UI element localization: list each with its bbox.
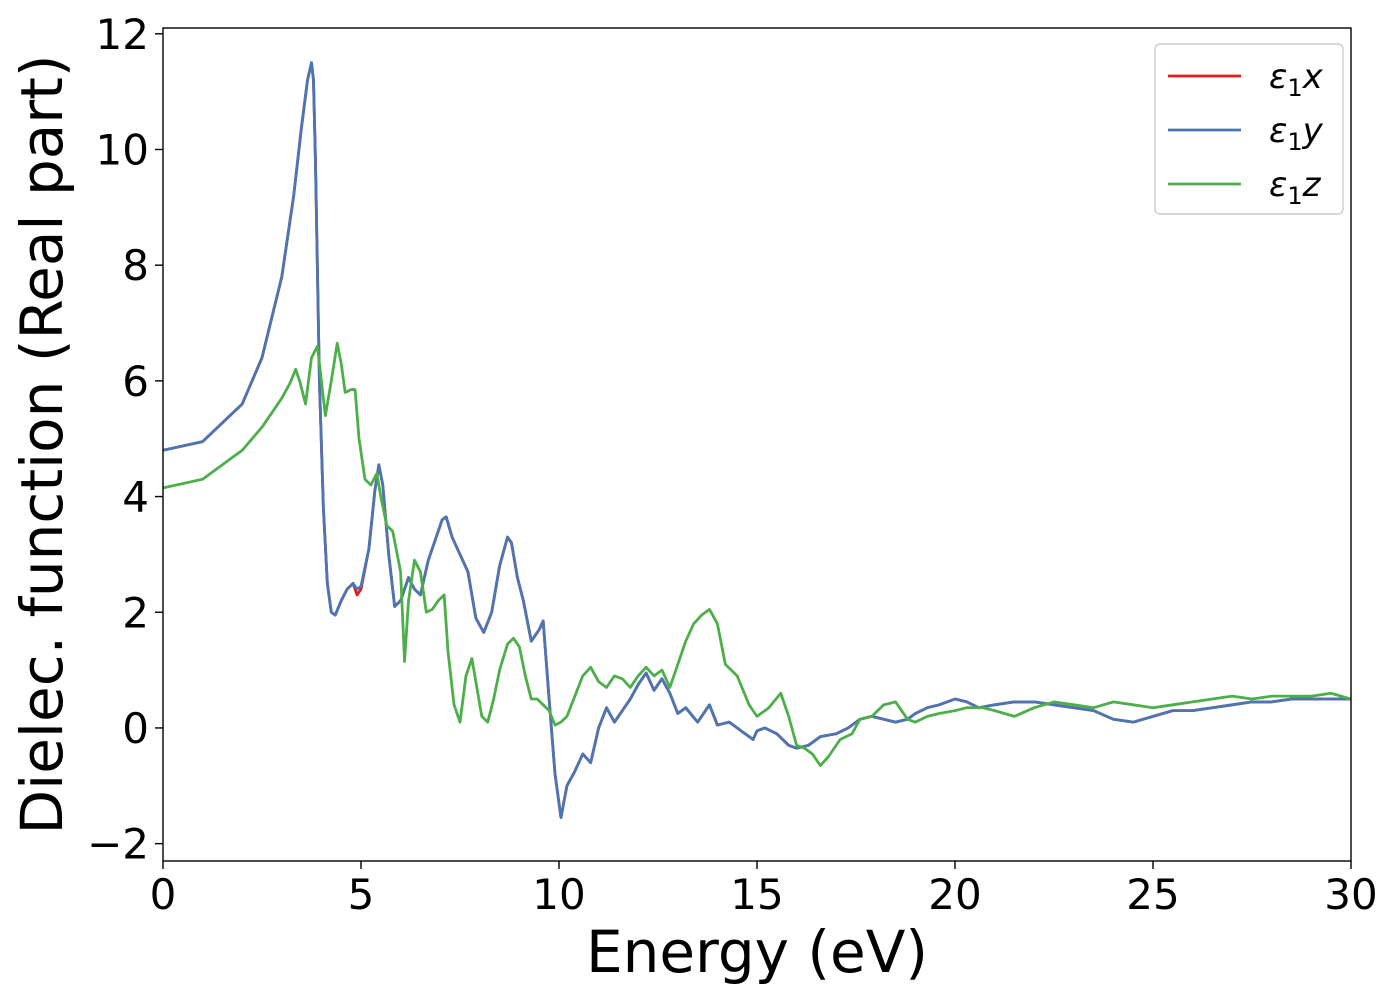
legend-label-base: ε	[1269, 165, 1287, 205]
x-axis-ticks: 0 5 10 15 20 25 30	[150, 861, 1378, 919]
legend-label-y: ε1y	[1269, 111, 1324, 156]
legend-label-x: ε1x	[1269, 57, 1324, 102]
legend-label-var: y	[1302, 111, 1324, 151]
series-line-z	[163, 341, 1351, 767]
x-tick-label: 25	[1126, 870, 1179, 919]
legend-label-base: ε	[1269, 57, 1287, 97]
x-tick-label: 15	[730, 870, 783, 919]
y-axis-label: Dielec. function (Real part)	[8, 54, 76, 834]
legend-label-subscript: 1	[1287, 74, 1302, 102]
y-tick-label: 4	[122, 473, 149, 522]
x-axis-label: Energy (eV)	[586, 918, 928, 986]
legend-box	[1154, 43, 1344, 215]
legend-label-var: z	[1302, 165, 1322, 205]
x-tick-label: 0	[150, 870, 177, 919]
y-tick-label: 6	[122, 357, 149, 406]
legend-label-subscript: 1	[1287, 182, 1302, 210]
plot-lines	[163, 61, 1351, 820]
x-tick-label: 10	[532, 870, 585, 919]
y-tick-label: 0	[122, 704, 149, 753]
x-tick-label: 30	[1324, 870, 1377, 919]
x-tick-label: 5	[348, 870, 375, 919]
y-tick-label: −2	[87, 820, 149, 869]
y-tick-label: 10	[96, 125, 149, 174]
y-tick-label: 12	[96, 10, 149, 59]
y-tick-label: 2	[122, 588, 149, 637]
y-tick-label: 8	[122, 241, 149, 290]
legend-label-var: x	[1302, 57, 1324, 97]
legend-label-subscript: 1	[1287, 128, 1302, 156]
x-tick-label: 20	[928, 870, 981, 919]
y-axis-ticks: −2 0 2 4 6 8 10 12	[87, 10, 163, 869]
legend-label-base: ε	[1269, 111, 1287, 151]
legend-label-z: ε1z	[1269, 165, 1322, 210]
